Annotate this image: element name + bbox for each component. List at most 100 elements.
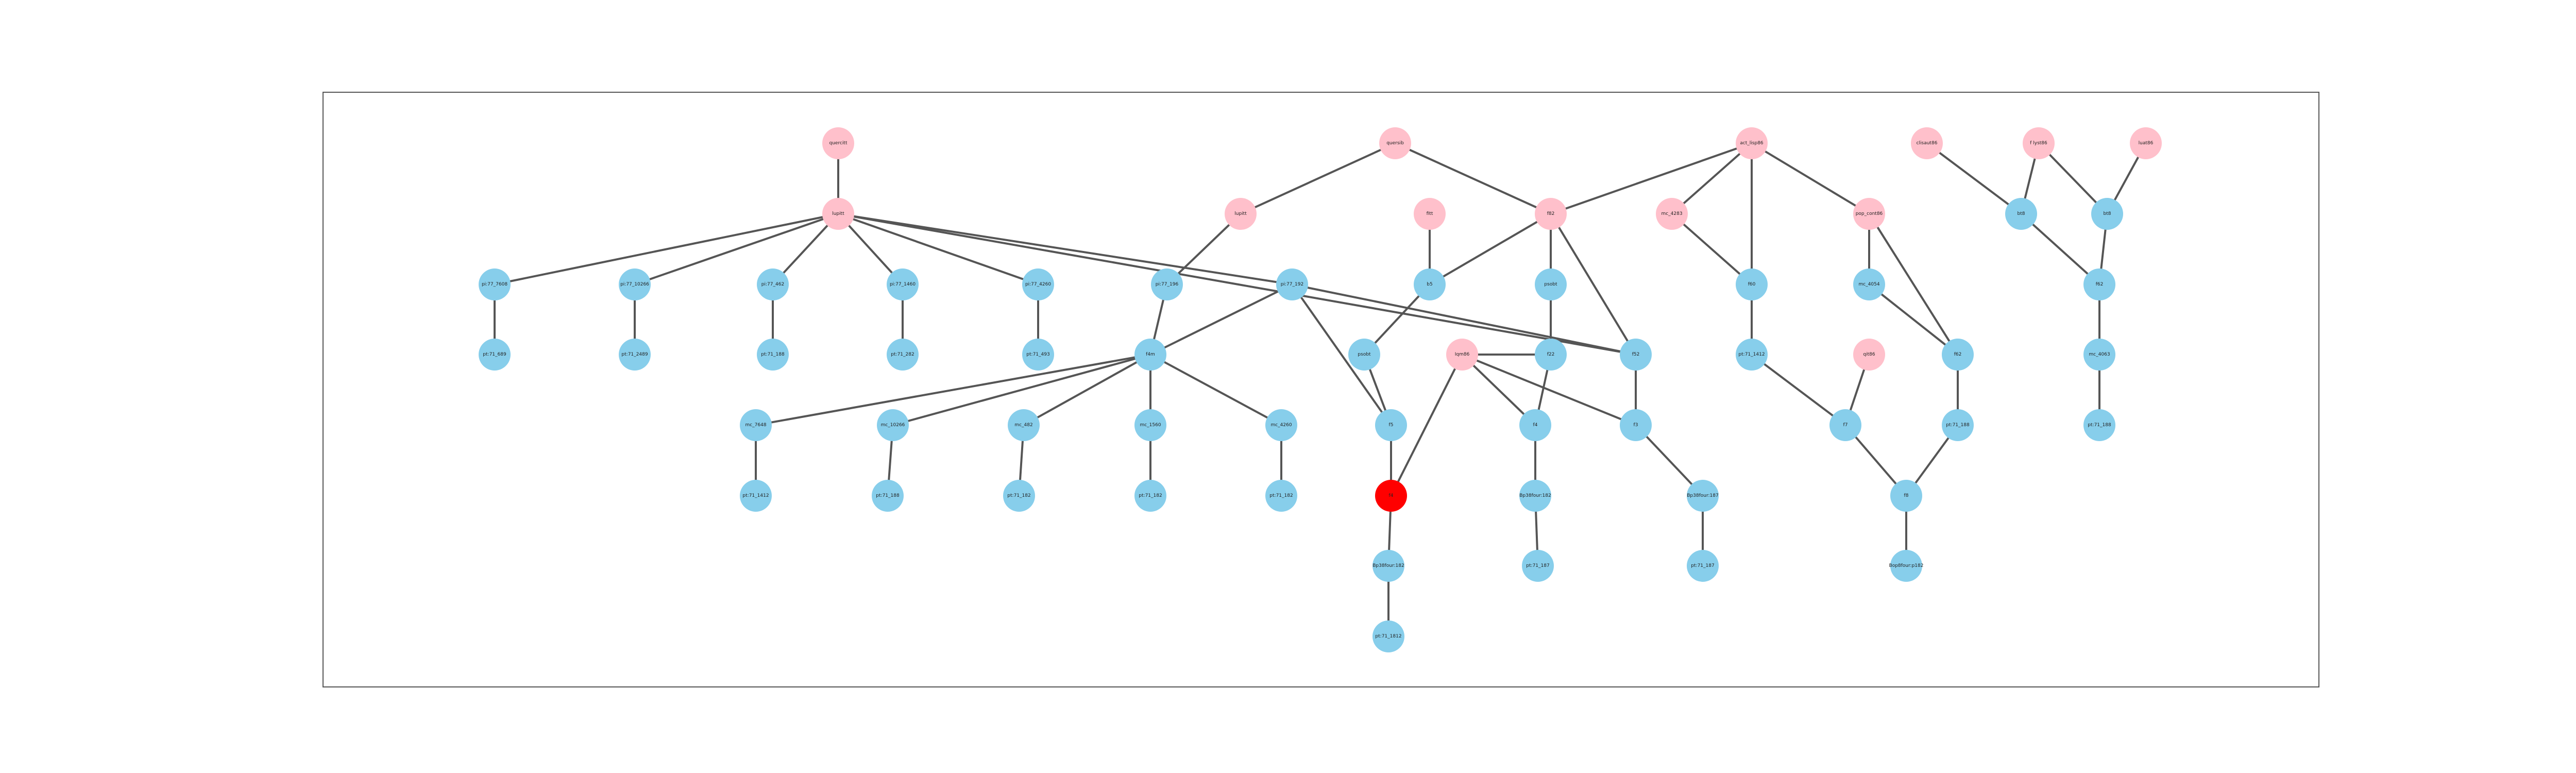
graph-node[interactable]: f5 xyxy=(1375,409,1407,441)
graph-node[interactable]: pt:71_182 xyxy=(1265,480,1297,512)
node-label: bt8 xyxy=(2104,211,2111,216)
graph-edge xyxy=(494,213,839,285)
graph-node[interactable]: mc_7648 xyxy=(740,409,772,441)
graph-node[interactable]: quercitt xyxy=(822,127,854,159)
graph-node[interactable]: bt8 xyxy=(2091,198,2123,230)
node-label: mc_4260 xyxy=(1270,423,1292,428)
graph-edge xyxy=(1023,354,1151,426)
node-label: Bp38four:187 xyxy=(1687,493,1718,498)
node-label: f8 xyxy=(1904,493,1909,498)
graph-node[interactable]: pt:71_1812 xyxy=(1372,620,1404,652)
graph-node[interactable]: pt:71_188 xyxy=(757,339,789,371)
graph-node[interactable]: f62 xyxy=(2083,268,2115,300)
node-label: psobt xyxy=(1358,352,1371,357)
graph-node[interactable]: f22 xyxy=(1535,339,1567,371)
graph-node[interactable]: pt:71_1412 xyxy=(1736,339,1768,371)
graph-node[interactable]: psobt xyxy=(1535,268,1567,300)
graph-node[interactable]: pt:71_187 xyxy=(1687,550,1719,582)
node-circle xyxy=(1022,268,1054,300)
graph-edge xyxy=(1462,354,1636,426)
graph-node[interactable]: pi:77_192 xyxy=(1276,268,1308,300)
graph-node[interactable]: pt:71_182 xyxy=(1003,480,1035,512)
graph-edge xyxy=(1166,213,1242,285)
graph-node[interactable]: pt:71_1412 xyxy=(740,480,772,512)
graph-node[interactable]: pi:77_4260 xyxy=(1022,268,1054,300)
node-label: pt:71_1412 xyxy=(742,493,769,498)
node-circle xyxy=(1942,409,1974,441)
node-circle xyxy=(2083,409,2115,441)
graph-node[interactable]: pi:77_462 xyxy=(757,268,789,300)
node-circle xyxy=(1853,339,1885,371)
graph-node[interactable]: f52 xyxy=(1620,339,1652,371)
graph-node[interactable]: lupitt xyxy=(822,198,854,230)
node-circle xyxy=(1736,127,1768,159)
graph-node[interactable]: mc_10266 xyxy=(877,409,909,441)
graph-node[interactable]: Bp38four:182 xyxy=(1519,480,1551,512)
graph-node[interactable]: f lyst86 xyxy=(2023,127,2055,159)
graph-node[interactable]: bt8 xyxy=(2005,198,2037,230)
graph-node[interactable]: f60 xyxy=(1736,268,1768,300)
graph-node[interactable]: pi:77_10266 xyxy=(619,268,651,300)
graph-node[interactable]: f4 xyxy=(1375,480,1407,512)
graph-node[interactable]: luat86 xyxy=(2130,127,2162,159)
node-circle xyxy=(822,198,854,230)
graph-node[interactable]: mc_1560 xyxy=(1134,409,1166,441)
graph-node[interactable]: pi:77_1460 xyxy=(887,268,919,300)
graph-node[interactable]: b5 xyxy=(1414,268,1446,300)
node-circle xyxy=(619,339,651,371)
node-circle xyxy=(2023,127,2055,159)
graph-node[interactable]: pop_cont86 xyxy=(1853,198,1885,230)
graph-node[interactable]: pt:71_282 xyxy=(887,339,919,371)
graph-node[interactable]: f7 xyxy=(1829,409,1861,441)
node-circle xyxy=(2005,198,2037,230)
graph-node[interactable]: pi:77_196 xyxy=(1151,268,1183,300)
node-circle xyxy=(740,480,772,512)
graph-edge xyxy=(1868,283,1959,356)
graph-node[interactable]: mc_4063 xyxy=(2083,339,2115,371)
graph-node[interactable]: f3 xyxy=(1620,409,1652,441)
graph-node[interactable]: pt:71_188 xyxy=(872,480,904,512)
graph-edge xyxy=(1751,354,1846,426)
graph-node[interactable]: pt:71_2489 xyxy=(619,339,651,371)
graph-node[interactable]: pi:77_7608 xyxy=(479,268,511,300)
graph-node[interactable]: lupitt xyxy=(1225,198,1257,230)
node-label: luat86 xyxy=(2139,141,2154,146)
node-circle xyxy=(1265,480,1297,512)
graph-node[interactable]: Bp38four:182 xyxy=(1372,550,1404,582)
graph-node[interactable]: Bop8four:p182 xyxy=(1889,550,1924,582)
graph-node[interactable]: quersib xyxy=(1379,127,1411,159)
graph-node[interactable]: pt:71_188 xyxy=(2083,409,2115,441)
graph-node[interactable]: f82 xyxy=(1535,198,1567,230)
graph-node[interactable]: clisaut86 xyxy=(1911,127,1943,159)
graph-node[interactable]: mc_4260 xyxy=(1265,409,1297,441)
node-circle xyxy=(1519,480,1551,512)
node-circle xyxy=(822,127,854,159)
graph-node[interactable]: pt:71_188 xyxy=(1942,409,1974,441)
graph-node[interactable]: pt:71_493 xyxy=(1022,339,1054,371)
graph-node[interactable]: mc_4054 xyxy=(1853,268,1885,300)
graph-node[interactable]: Bp38four:187 xyxy=(1687,480,1719,512)
graph-node[interactable]: psobt xyxy=(1348,339,1380,371)
graph-node[interactable]: mc_482 xyxy=(1008,409,1040,441)
graph-node[interactable]: act_lisp86 xyxy=(1736,127,1768,159)
graph-node[interactable]: pt:71_182 xyxy=(1134,480,1166,512)
node-label: f lyst86 xyxy=(2030,141,2047,146)
graph-node[interactable]: f62 xyxy=(1942,339,1974,371)
graph-node[interactable]: f8 xyxy=(1890,480,1922,512)
node-circle xyxy=(1890,550,1922,582)
graph-node[interactable]: qit86 xyxy=(1853,339,1885,371)
graph-node[interactable]: fitt xyxy=(1414,198,1446,230)
graph-node[interactable]: Iqm86 xyxy=(1446,339,1478,371)
graph-node[interactable]: pt:71_187 xyxy=(1522,550,1554,582)
graph-node[interactable]: mc_4283 xyxy=(1656,198,1688,230)
graph-edge xyxy=(1671,142,1753,215)
graph-node[interactable]: f4m xyxy=(1134,339,1166,371)
node-label: f4 xyxy=(1533,423,1538,428)
node-circle xyxy=(1446,339,1478,371)
graph-node[interactable]: pt:71_689 xyxy=(479,339,511,371)
node-label: pt:71_188 xyxy=(2088,423,2111,428)
node-label: mc_10266 xyxy=(881,423,905,428)
node-circle xyxy=(1519,409,1551,441)
graph-node[interactable]: f4 xyxy=(1519,409,1551,441)
node-circle xyxy=(1620,409,1652,441)
